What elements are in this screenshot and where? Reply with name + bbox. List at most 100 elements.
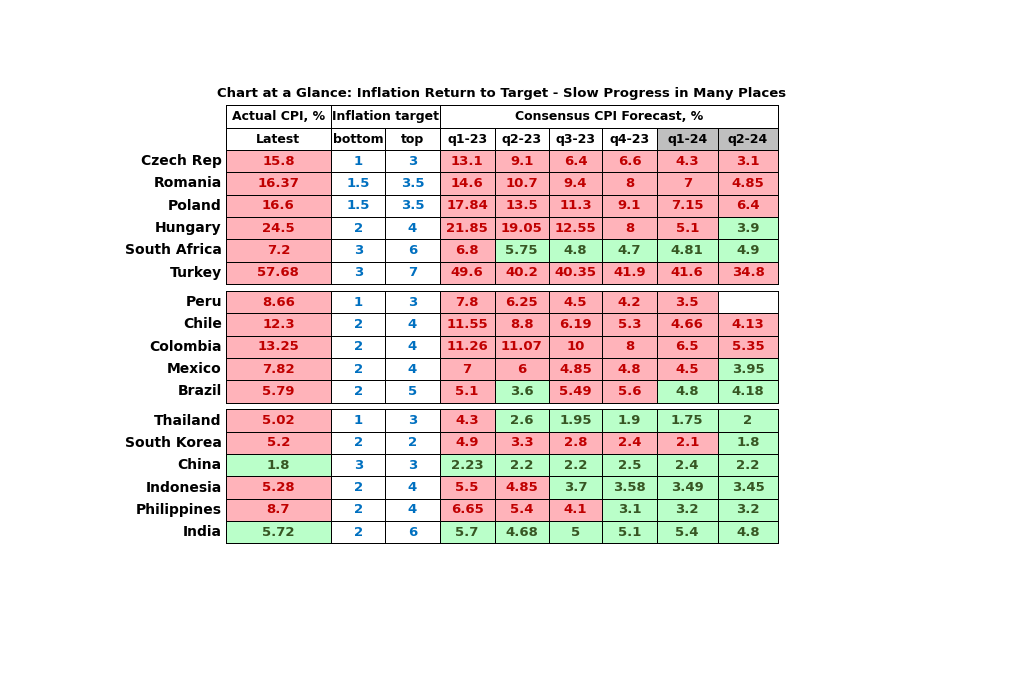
Text: 4: 4 <box>408 481 417 494</box>
Bar <box>603 172 657 195</box>
Bar <box>718 150 778 172</box>
Bar <box>495 313 549 336</box>
Bar <box>386 239 440 262</box>
Text: 4.7: 4.7 <box>618 244 641 257</box>
Bar <box>603 128 657 150</box>
Text: 1.9: 1.9 <box>618 414 641 427</box>
Text: 4.9: 4.9 <box>736 244 759 257</box>
Text: q1-23: q1-23 <box>447 133 488 146</box>
Bar <box>331 358 386 380</box>
Bar <box>549 239 603 262</box>
Text: 13.1: 13.1 <box>451 155 484 168</box>
Text: 5.49: 5.49 <box>559 385 591 398</box>
Text: Latest: Latest <box>257 133 300 146</box>
Text: 3.95: 3.95 <box>732 362 765 376</box>
Bar <box>718 477 778 499</box>
Text: 1.8: 1.8 <box>267 459 290 472</box>
Text: 1.95: 1.95 <box>559 414 591 427</box>
Bar <box>657 432 718 454</box>
Text: 6.65: 6.65 <box>451 503 484 517</box>
Bar <box>226 150 331 172</box>
Text: 7.15: 7.15 <box>671 200 703 212</box>
Bar <box>718 313 778 336</box>
Bar <box>440 128 495 150</box>
Bar <box>386 262 440 284</box>
Bar <box>718 410 778 432</box>
Bar <box>331 239 386 262</box>
Text: 4.5: 4.5 <box>564 295 587 309</box>
Bar <box>226 128 331 150</box>
Text: 2.5: 2.5 <box>618 459 641 472</box>
Bar <box>549 262 603 284</box>
Bar <box>440 195 495 217</box>
Bar <box>495 380 549 403</box>
Text: 1: 1 <box>353 295 362 309</box>
Bar <box>657 195 718 217</box>
Bar <box>549 313 603 336</box>
Bar <box>440 172 495 195</box>
Bar <box>657 172 718 195</box>
Bar <box>440 410 495 432</box>
Bar <box>718 262 778 284</box>
Text: 24.5: 24.5 <box>262 222 294 235</box>
Bar <box>226 172 331 195</box>
Bar <box>331 195 386 217</box>
Text: bottom: bottom <box>333 133 384 146</box>
Bar <box>331 313 386 336</box>
Text: 2.2: 2.2 <box>736 459 759 472</box>
Text: 4.8: 4.8 <box>564 244 587 257</box>
Text: China: China <box>178 459 222 473</box>
Text: 5.1: 5.1 <box>618 526 641 539</box>
Bar <box>386 358 440 380</box>
Bar <box>549 477 603 499</box>
Bar <box>549 336 603 358</box>
Text: 13.25: 13.25 <box>258 340 299 353</box>
Text: 4.18: 4.18 <box>732 385 765 398</box>
Text: 16.37: 16.37 <box>258 177 299 190</box>
Bar <box>657 239 718 262</box>
Bar <box>657 313 718 336</box>
Text: 4.85: 4.85 <box>505 481 539 494</box>
Text: 5.35: 5.35 <box>732 340 765 353</box>
Text: 7.2: 7.2 <box>267 244 290 257</box>
Text: 5.1: 5.1 <box>676 222 699 235</box>
Bar <box>603 195 657 217</box>
Text: 5.6: 5.6 <box>618 385 641 398</box>
Text: 5.3: 5.3 <box>618 318 641 331</box>
Text: 3.1: 3.1 <box>736 155 759 168</box>
Text: 2.2: 2.2 <box>510 459 533 472</box>
Text: Romania: Romania <box>154 177 222 191</box>
Text: 8.66: 8.66 <box>262 295 295 309</box>
Text: 5.4: 5.4 <box>675 526 699 539</box>
Text: 4.68: 4.68 <box>505 526 539 539</box>
Text: 2.23: 2.23 <box>451 459 484 472</box>
Text: South Africa: South Africa <box>125 244 222 258</box>
Bar <box>603 291 657 313</box>
Text: 1.5: 1.5 <box>346 200 370 212</box>
Text: 3.58: 3.58 <box>613 481 645 494</box>
Text: 4.3: 4.3 <box>675 155 699 168</box>
Text: 8.7: 8.7 <box>267 503 290 517</box>
Text: 2: 2 <box>353 318 362 331</box>
Text: 7: 7 <box>683 177 692 190</box>
Text: 41.9: 41.9 <box>613 267 645 279</box>
Bar <box>603 521 657 544</box>
Bar <box>495 217 549 239</box>
Text: Inflation target: Inflation target <box>332 110 439 124</box>
Text: 6: 6 <box>517 362 526 376</box>
Bar <box>440 262 495 284</box>
Bar <box>549 432 603 454</box>
Bar <box>718 499 778 521</box>
Bar <box>549 358 603 380</box>
Bar <box>603 477 657 499</box>
Text: 6.4: 6.4 <box>736 200 759 212</box>
Bar <box>386 432 440 454</box>
Text: Czech Rep: Czech Rep <box>140 154 222 168</box>
Bar <box>226 105 331 128</box>
Text: 5.02: 5.02 <box>262 414 294 427</box>
Bar <box>386 217 440 239</box>
Text: Poland: Poland <box>168 199 222 213</box>
Text: 9.4: 9.4 <box>564 177 587 190</box>
Bar <box>386 195 440 217</box>
Bar <box>495 336 549 358</box>
